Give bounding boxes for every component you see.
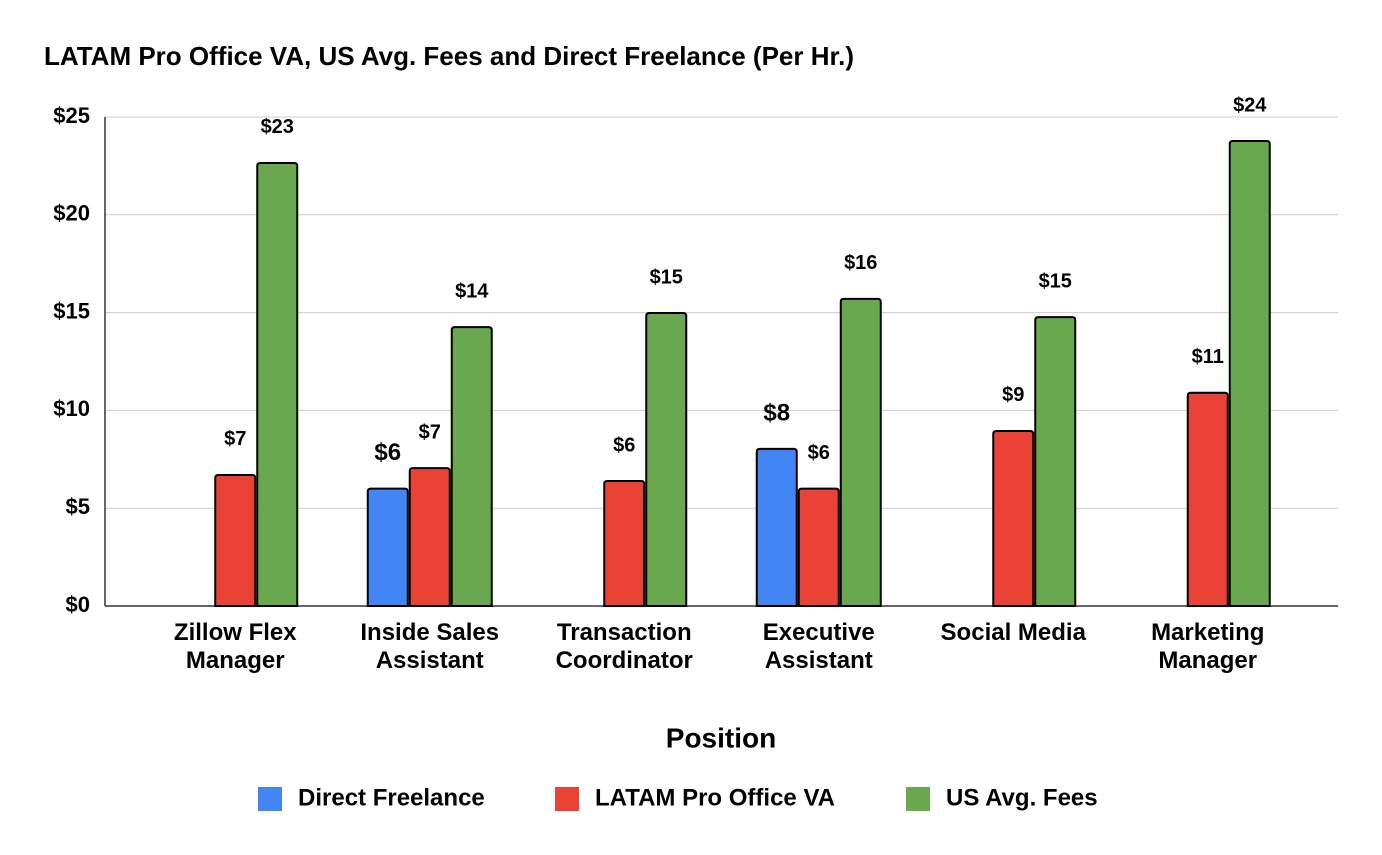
value-label: $15 <box>1039 270 1072 292</box>
y-tick-label: $0 <box>66 592 90 617</box>
bar <box>214 473 257 607</box>
value-label: $24 <box>1233 94 1267 116</box>
legend-swatch <box>258 787 282 811</box>
legend-label: US Avg. Fees <box>946 784 1098 811</box>
bar <box>755 447 798 607</box>
legend-swatch <box>555 787 579 811</box>
bar <box>1034 316 1077 607</box>
bar <box>645 311 688 607</box>
x-tick-label: Executive Assistant <box>762 619 875 674</box>
legend-label: Direct Freelance <box>298 784 485 811</box>
x-tick-label: Inside Sales Assistant <box>360 619 500 674</box>
value-label: $6 <box>374 439 401 466</box>
y-tick-label: $20 <box>53 201 90 226</box>
value-label: $7 <box>224 428 246 450</box>
bar <box>1228 140 1271 607</box>
y-tick-label: $10 <box>53 396 90 421</box>
y-tick-label: $25 <box>53 103 90 128</box>
bar <box>256 161 299 607</box>
x-tick-label: Marketing Manager <box>1151 619 1265 674</box>
value-label: $11 <box>1192 346 1224 368</box>
bar <box>366 487 409 607</box>
legend-swatch <box>906 787 930 811</box>
value-label: $7 <box>419 421 441 443</box>
bar <box>992 429 1035 607</box>
value-label: $16 <box>844 252 877 274</box>
bar <box>839 297 882 607</box>
bar <box>603 480 646 607</box>
chart-title: LATAM Pro Office VA, US Avg. Fees and Di… <box>44 41 854 71</box>
value-label: $8 <box>763 399 790 426</box>
value-label: $9 <box>1002 384 1024 406</box>
y-tick-label: $5 <box>66 494 90 519</box>
x-tick-label: Zillow Flex Manager <box>173 619 297 674</box>
x-axis-title: Position <box>666 722 776 753</box>
value-label: $14 <box>455 280 489 302</box>
x-tick-label: Transaction Coordinator <box>555 619 693 674</box>
value-label: $23 <box>261 116 294 138</box>
y-tick-label: $15 <box>53 298 90 323</box>
legend-label: LATAM Pro Office VA <box>595 784 835 811</box>
x-tick-label: Social Media <box>940 619 1086 646</box>
bar <box>450 326 493 607</box>
value-label: $6 <box>613 434 635 456</box>
bar <box>797 487 840 607</box>
bar <box>408 467 451 607</box>
value-label: $15 <box>650 266 683 288</box>
bar <box>1186 391 1229 607</box>
value-label: $6 <box>808 442 830 464</box>
